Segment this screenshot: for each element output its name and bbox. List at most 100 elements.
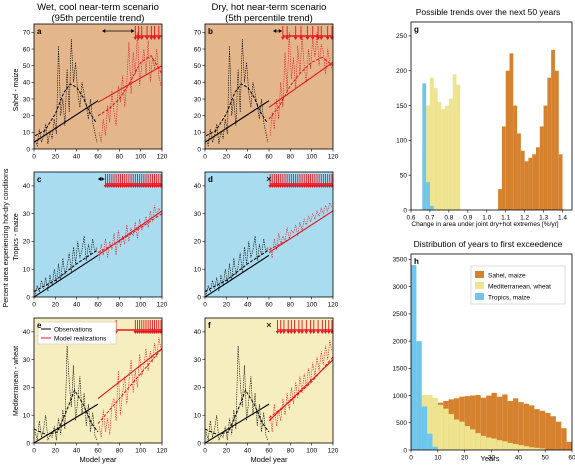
- x-tick-label: 20: [223, 302, 231, 309]
- model-trend-line: [97, 210, 162, 256]
- exceedance-marker: [281, 37, 285, 40]
- hist-bar: [421, 406, 428, 450]
- exceedance-marker: [293, 37, 298, 40]
- x-tick-label: 0: [32, 302, 36, 309]
- x-tick-label: 120: [157, 448, 168, 455]
- hist-bar: [539, 448, 546, 450]
- hist-bar: [452, 74, 457, 210]
- x-tick-label: 1.2: [520, 215, 529, 222]
- x-tick-label: 0: [32, 154, 36, 161]
- x-tick-label: 60: [265, 154, 273, 161]
- y-tick-label: 3500: [393, 257, 408, 264]
- marks-d: [205, 201, 333, 297]
- x-tick-label: 40: [244, 302, 252, 309]
- y-tick-label: 20: [23, 385, 31, 392]
- exceedance-marker: [308, 331, 313, 334]
- exceedance-marker: [133, 37, 138, 40]
- x-tick-label: 0.8: [444, 215, 453, 222]
- hist-bar: [437, 102, 442, 210]
- y-tick-label: 20: [194, 113, 202, 120]
- col2-title-line1: Dry, hot near-term scenario: [212, 2, 327, 13]
- model-line: [269, 201, 333, 259]
- x-tick-label: 10: [434, 455, 442, 462]
- x-tick-label: 60: [94, 448, 102, 455]
- exceedance-marker: [285, 37, 289, 40]
- hist-bar: [486, 437, 492, 450]
- x-tick-label: 1.3: [539, 215, 548, 222]
- x-tick-label: 100: [135, 302, 146, 309]
- axes-frame-g: [410, 21, 573, 211]
- y-tick-label: 30: [194, 211, 202, 218]
- y-tick-label: 1500: [393, 366, 408, 373]
- exceedance-marker: [310, 37, 315, 40]
- hist-bar: [470, 395, 476, 450]
- x-tick-label: 80: [287, 302, 295, 309]
- marks-h: [411, 264, 572, 450]
- hist-bar: [517, 133, 521, 210]
- exceedance-marker: [289, 331, 294, 334]
- y-tick-label: 1000: [393, 393, 408, 400]
- hist-bar: [509, 53, 514, 210]
- obs-line: [205, 235, 269, 295]
- trend-hist-x-label: Change in area under joint dry+hot extre…: [411, 221, 558, 228]
- x-tick-label: 20: [223, 448, 231, 455]
- model-smooth-line: [268, 56, 333, 120]
- hist-bar: [566, 441, 572, 450]
- row-label-tropics: Tropics - maize: [13, 213, 20, 261]
- lead-arrow-head-left: [273, 29, 277, 33]
- y-tick-label: 10: [23, 413, 31, 420]
- exceed-hist-title: Distribution of years to first exceedenc…: [414, 239, 563, 249]
- model-line: [98, 337, 162, 438]
- legend-label: Mediterranean, wheat: [488, 284, 551, 291]
- x-tick-label: 20: [52, 448, 60, 455]
- col1-title-line2: (95th percentile trend): [52, 13, 145, 24]
- obs-smooth-line: [205, 83, 268, 137]
- model-line: [98, 32, 162, 143]
- panel-g: 0.6 0.7 0.8 0.9 1.0 1.1 1.2 1.3 1.4 0 50 100 150 200 2…: [396, 21, 573, 222]
- model-smooth-line: [97, 348, 162, 424]
- x-tick-label: 40: [244, 448, 252, 455]
- hist-bar: [512, 444, 519, 450]
- obs-trend-line: [205, 403, 270, 443]
- y-tick-label: 20: [194, 239, 202, 246]
- hist-bar: [427, 395, 433, 450]
- x-tick-label: 0.7: [425, 215, 434, 222]
- panel-c: 0 20 40 60 80 100 120 0 10 20 30 40 c: [23, 171, 168, 309]
- exceedance-marker: [157, 37, 161, 40]
- x-tick-label: 0.6: [406, 215, 415, 222]
- obs-trend-line: [34, 403, 99, 443]
- hist-bar: [491, 392, 497, 450]
- hist-bar: [507, 442, 513, 450]
- y-tick-label: 0: [26, 294, 30, 301]
- exceedance-marker: [292, 331, 297, 334]
- hist-bar: [555, 421, 562, 450]
- x-tick-label: 20: [52, 154, 60, 161]
- hist-bar: [513, 105, 518, 210]
- x-tick-label: 30: [488, 455, 496, 462]
- obs-line: [34, 235, 98, 295]
- shared-y-axis-label: Percent area experiencing hot-dry condit…: [3, 168, 10, 307]
- y-tick-label: 20: [194, 385, 202, 392]
- legend-box: [470, 265, 566, 305]
- x-tick-label: 1.1: [501, 215, 510, 222]
- y-tick-label: 200: [396, 68, 407, 75]
- hist-bar: [480, 435, 487, 450]
- exceedance-marker: [139, 37, 144, 40]
- lead-arrow-head-right: [278, 29, 282, 33]
- exceedance-marker: [145, 37, 149, 40]
- lead-cross-marker: [266, 322, 272, 328]
- y-tick-label: 50: [194, 63, 202, 70]
- hist-bar: [432, 397, 438, 450]
- x-tick-label: 120: [157, 154, 168, 161]
- y-tick-label: 60: [23, 46, 31, 53]
- hist-bar: [529, 447, 535, 450]
- panel-letter-c: c: [37, 175, 42, 184]
- hist-bar: [411, 264, 417, 450]
- model-smooth-line: [97, 55, 162, 117]
- hist-bar: [429, 77, 434, 210]
- x-tick-label: 1.0: [482, 215, 491, 222]
- x-tick-label: 100: [135, 448, 146, 455]
- x-tick-label: 120: [157, 302, 168, 309]
- y-tick-label: 0: [26, 440, 30, 447]
- hist-bar: [558, 154, 563, 210]
